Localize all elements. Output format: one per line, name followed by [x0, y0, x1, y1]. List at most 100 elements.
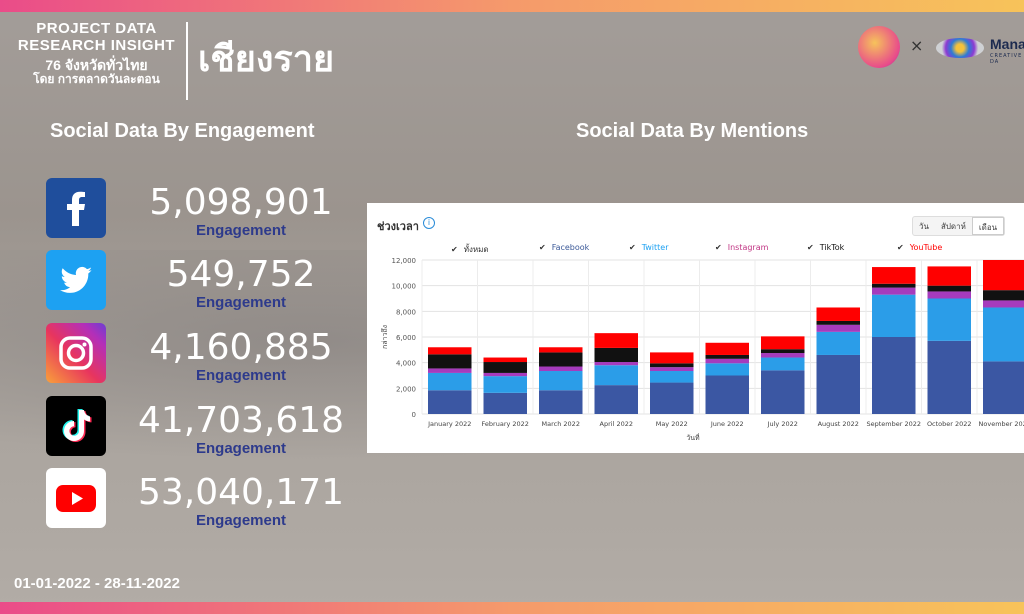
instagram-icon: [46, 323, 106, 383]
engagement-row-twitter: 549,752 Engagement: [46, 250, 346, 312]
title-line-4: โดย การตลาดวันละตอน: [33, 71, 160, 86]
legend-item[interactable]: ✔ TikTok: [807, 243, 844, 252]
bar-segment[interactable]: [705, 358, 750, 364]
top-gradient-bar: [0, 0, 1024, 12]
segment-month[interactable]: เดือน: [971, 217, 1005, 235]
bar-segment[interactable]: [983, 290, 1024, 301]
bar-segment[interactable]: [428, 372, 472, 391]
bar-segment[interactable]: [650, 352, 694, 364]
x-tick-label: February 2022: [482, 420, 529, 428]
x-tick-label: May 2022: [656, 420, 688, 428]
bar-segment[interactable]: [927, 285, 972, 292]
bar-segment[interactable]: [705, 363, 750, 376]
bar-segment[interactable]: [483, 372, 528, 377]
bar-segment[interactable]: [428, 347, 472, 355]
bar-segment[interactable]: [816, 320, 861, 325]
engagement-label: Engagement: [195, 440, 286, 457]
engagement-value: 41,703,618: [137, 400, 345, 441]
legend-item[interactable]: ✔ ทั้งหมด: [451, 243, 489, 256]
bar-segment[interactable]: [539, 371, 583, 391]
bar-segment[interactable]: [705, 342, 750, 355]
info-icon[interactable]: i: [423, 217, 435, 229]
bar-segment[interactable]: [539, 352, 583, 367]
bar-segment[interactable]: [983, 300, 1024, 308]
bar-segment[interactable]: [927, 291, 972, 299]
period-selector: วัน สัปดาห์ เดือน: [912, 216, 1006, 236]
tiktok-icon: [46, 396, 106, 456]
bar-segment[interactable]: [594, 347, 639, 363]
bar-segment[interactable]: [761, 370, 805, 414]
bar-segment[interactable]: [594, 362, 639, 366]
bar-segment[interactable]: [983, 260, 1024, 291]
bar-segment[interactable]: [650, 363, 694, 368]
check-icon: ✔: [897, 243, 904, 252]
bar-segment[interactable]: [650, 367, 694, 372]
x-axis-label: วันที่: [686, 433, 700, 442]
check-icon: ✔: [629, 243, 636, 252]
x-tick-label: September 2022: [866, 420, 921, 428]
bar-segment[interactable]: [872, 294, 916, 337]
x-tick-label: October 2022: [927, 420, 972, 428]
bar-segment[interactable]: [761, 349, 805, 354]
legend-item[interactable]: ✔ YouTube: [897, 243, 942, 252]
bar-segment[interactable]: [539, 366, 583, 372]
bar-segment[interactable]: [594, 385, 639, 414]
bar-segment[interactable]: [483, 357, 528, 363]
y-tick-label: 8,000: [396, 308, 416, 316]
bar-segment[interactable]: [539, 390, 583, 414]
bar-segment[interactable]: [927, 266, 972, 286]
bar-segment[interactable]: [483, 376, 528, 393]
y-tick-label: 6,000: [396, 334, 416, 342]
x-tick-label: April 2022: [600, 420, 633, 428]
segment-week[interactable]: สัปดาห์: [940, 222, 966, 231]
bar-segment[interactable]: [927, 340, 972, 414]
x-tick-label: March 2022: [542, 420, 580, 428]
legend-label: Facebook: [551, 243, 590, 252]
legend-item[interactable]: ✔ Twitter: [629, 243, 669, 252]
bar-segment[interactable]: [483, 362, 528, 373]
province-name: เชียงราย: [198, 39, 335, 80]
bar-segment[interactable]: [872, 337, 916, 414]
y-tick-label: 12,000: [392, 257, 417, 265]
engagement-heading: Social Data By Engagement: [50, 120, 315, 142]
engagement-row-instagram: 4,160,885 Engagement: [46, 323, 346, 385]
bar-segment[interactable]: [816, 354, 861, 414]
brand-logo-icon: [858, 26, 900, 68]
bar-segment[interactable]: [594, 365, 639, 386]
bar-segment[interactable]: [705, 375, 750, 415]
check-icon: ✔: [539, 243, 546, 252]
y-axis-label: กล่าวถึง: [380, 325, 389, 349]
bar-segment[interactable]: [761, 336, 805, 350]
bar-segment[interactable]: [816, 331, 861, 355]
bar-segment[interactable]: [872, 267, 916, 284]
y-tick-label: 0: [412, 411, 416, 419]
bar-segment[interactable]: [705, 354, 750, 359]
legend-item[interactable]: ✔ Facebook: [539, 243, 589, 252]
bar-segment[interactable]: [761, 357, 805, 371]
bar-segment[interactable]: [872, 287, 916, 295]
bar-segment[interactable]: [816, 307, 861, 321]
bar-segment[interactable]: [594, 333, 639, 348]
segment-day[interactable]: วัน: [919, 222, 929, 231]
bar-segment[interactable]: [483, 392, 528, 414]
bar-segment[interactable]: [650, 382, 694, 414]
bar-segment[interactable]: [428, 390, 472, 414]
bar-segment[interactable]: [816, 324, 861, 332]
bar-segment[interactable]: [983, 307, 1024, 362]
title-line-2: RESEARCH INSIGHT: [17, 37, 176, 55]
y-tick-label: 10,000: [392, 283, 417, 291]
bar-segment[interactable]: [872, 283, 916, 288]
title-line-3: 76 จังหวัดทั่วไทย: [45, 56, 148, 73]
bar-segment[interactable]: [428, 368, 472, 373]
partner-cross: ×: [910, 36, 924, 55]
bar-segment[interactable]: [983, 361, 1024, 414]
legend-item[interactable]: ✔ Instagram: [715, 243, 768, 252]
bar-segment[interactable]: [761, 353, 805, 358]
engagement-label: Engagement: [195, 222, 286, 239]
bar-segment[interactable]: [650, 371, 694, 383]
x-tick-label: November 2022: [979, 420, 1024, 428]
bar-segment[interactable]: [927, 298, 972, 341]
bar-segment[interactable]: [539, 347, 583, 353]
legend-label: Twitter: [641, 243, 669, 252]
bar-segment[interactable]: [428, 354, 472, 369]
